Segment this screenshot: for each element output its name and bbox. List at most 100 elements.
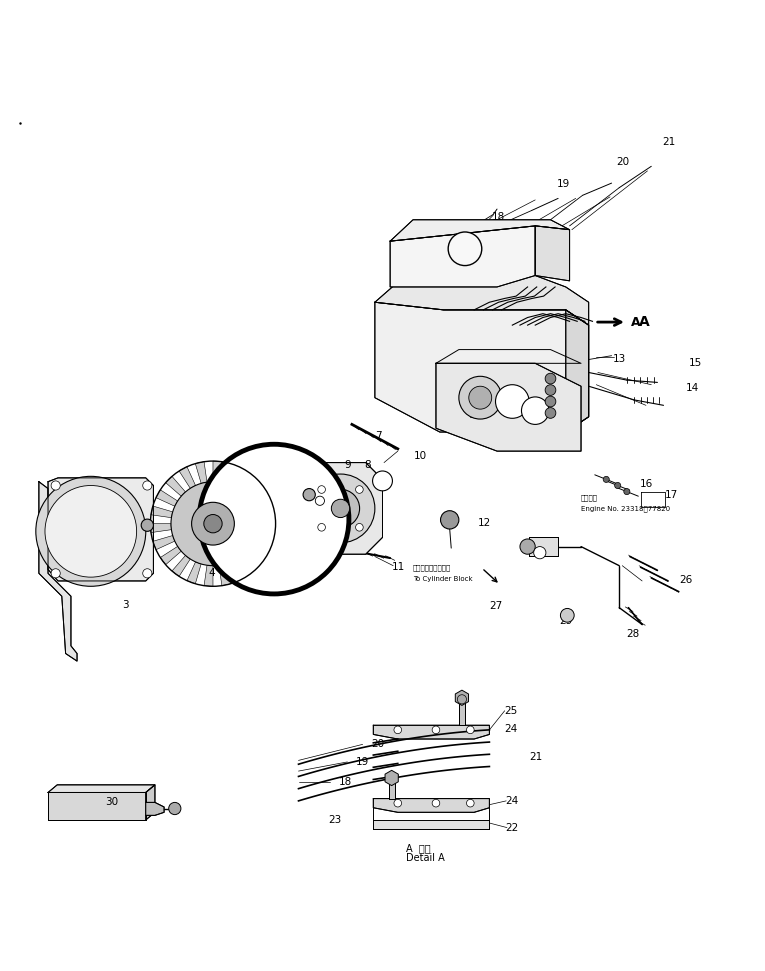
Text: 18: 18 (338, 777, 352, 787)
Polygon shape (389, 780, 395, 798)
Circle shape (199, 445, 349, 594)
Polygon shape (536, 226, 570, 281)
Circle shape (545, 408, 556, 419)
Circle shape (143, 569, 152, 578)
Circle shape (356, 486, 363, 493)
Circle shape (142, 519, 154, 531)
Circle shape (459, 377, 502, 419)
Polygon shape (187, 562, 201, 584)
Bar (373, 820, 490, 829)
Text: 7: 7 (376, 431, 382, 441)
Polygon shape (151, 506, 173, 518)
Polygon shape (390, 219, 570, 241)
Text: A: A (639, 315, 649, 329)
Circle shape (614, 483, 620, 488)
Polygon shape (166, 477, 185, 496)
Circle shape (545, 373, 556, 384)
Circle shape (394, 726, 402, 734)
Text: 適用号等: 適用号等 (581, 494, 598, 501)
Text: 17: 17 (665, 490, 678, 500)
Circle shape (171, 482, 255, 566)
Text: 24: 24 (506, 796, 519, 806)
Circle shape (522, 397, 549, 424)
Polygon shape (375, 276, 589, 325)
Text: A: A (631, 316, 641, 328)
Polygon shape (156, 489, 177, 506)
Text: Detail A: Detail A (406, 854, 445, 863)
Text: 16: 16 (640, 479, 653, 489)
Polygon shape (48, 785, 155, 792)
Text: 28: 28 (627, 628, 640, 639)
Text: 23: 23 (328, 815, 342, 825)
Polygon shape (253, 529, 275, 541)
Polygon shape (251, 498, 273, 512)
Polygon shape (204, 565, 213, 586)
Circle shape (467, 726, 474, 734)
Text: 5: 5 (346, 521, 352, 532)
Circle shape (623, 488, 630, 494)
Polygon shape (566, 310, 589, 432)
Text: 11: 11 (392, 562, 405, 572)
Polygon shape (153, 536, 174, 550)
Text: Engine No. 23318～77820: Engine No. 23318～77820 (581, 505, 670, 512)
Polygon shape (172, 555, 190, 577)
Circle shape (143, 481, 152, 490)
Text: 21: 21 (529, 753, 542, 762)
Circle shape (534, 547, 546, 558)
Circle shape (331, 499, 350, 518)
Circle shape (496, 385, 529, 419)
Polygon shape (151, 523, 171, 532)
Circle shape (545, 385, 556, 395)
Text: 10: 10 (413, 452, 426, 461)
Circle shape (306, 474, 375, 543)
Circle shape (191, 502, 234, 545)
Circle shape (303, 488, 315, 501)
Text: LG-7  Coating: LG-7 Coating (58, 537, 110, 546)
Circle shape (545, 396, 556, 407)
Polygon shape (39, 482, 77, 661)
Circle shape (520, 539, 536, 554)
Polygon shape (436, 363, 581, 452)
Polygon shape (459, 699, 465, 725)
Text: A  詳細: A 詳細 (406, 843, 431, 854)
Polygon shape (146, 802, 164, 816)
Text: 30: 30 (105, 797, 118, 808)
Text: 3: 3 (122, 600, 129, 610)
Text: 4: 4 (208, 568, 215, 579)
Polygon shape (298, 462, 382, 554)
Circle shape (317, 523, 325, 531)
Circle shape (441, 511, 459, 529)
Circle shape (457, 694, 467, 704)
Text: 9: 9 (345, 460, 351, 470)
Polygon shape (230, 559, 247, 581)
Polygon shape (236, 471, 254, 492)
Text: 21: 21 (662, 137, 675, 147)
Polygon shape (245, 483, 265, 501)
Text: 8: 8 (365, 460, 371, 470)
Circle shape (394, 799, 402, 807)
Circle shape (203, 515, 222, 533)
Circle shape (51, 481, 60, 490)
Text: To Cylinder Block: To Cylinder Block (413, 576, 473, 582)
Circle shape (603, 477, 609, 483)
Text: 12: 12 (478, 518, 491, 528)
Polygon shape (529, 537, 558, 555)
Polygon shape (255, 515, 275, 523)
Circle shape (315, 496, 324, 505)
Text: 15: 15 (689, 358, 702, 368)
Circle shape (36, 477, 146, 586)
Polygon shape (179, 467, 196, 488)
Text: 14: 14 (686, 383, 699, 392)
Circle shape (432, 799, 440, 807)
Polygon shape (225, 463, 239, 486)
Circle shape (45, 486, 137, 577)
Polygon shape (385, 770, 399, 786)
Polygon shape (373, 725, 490, 739)
Circle shape (373, 471, 392, 491)
Text: 22: 22 (506, 822, 519, 832)
Text: 26: 26 (679, 575, 692, 586)
Text: 途履: 途履 (99, 527, 108, 536)
Circle shape (448, 232, 482, 266)
Text: 27: 27 (489, 601, 502, 611)
Polygon shape (213, 461, 222, 483)
